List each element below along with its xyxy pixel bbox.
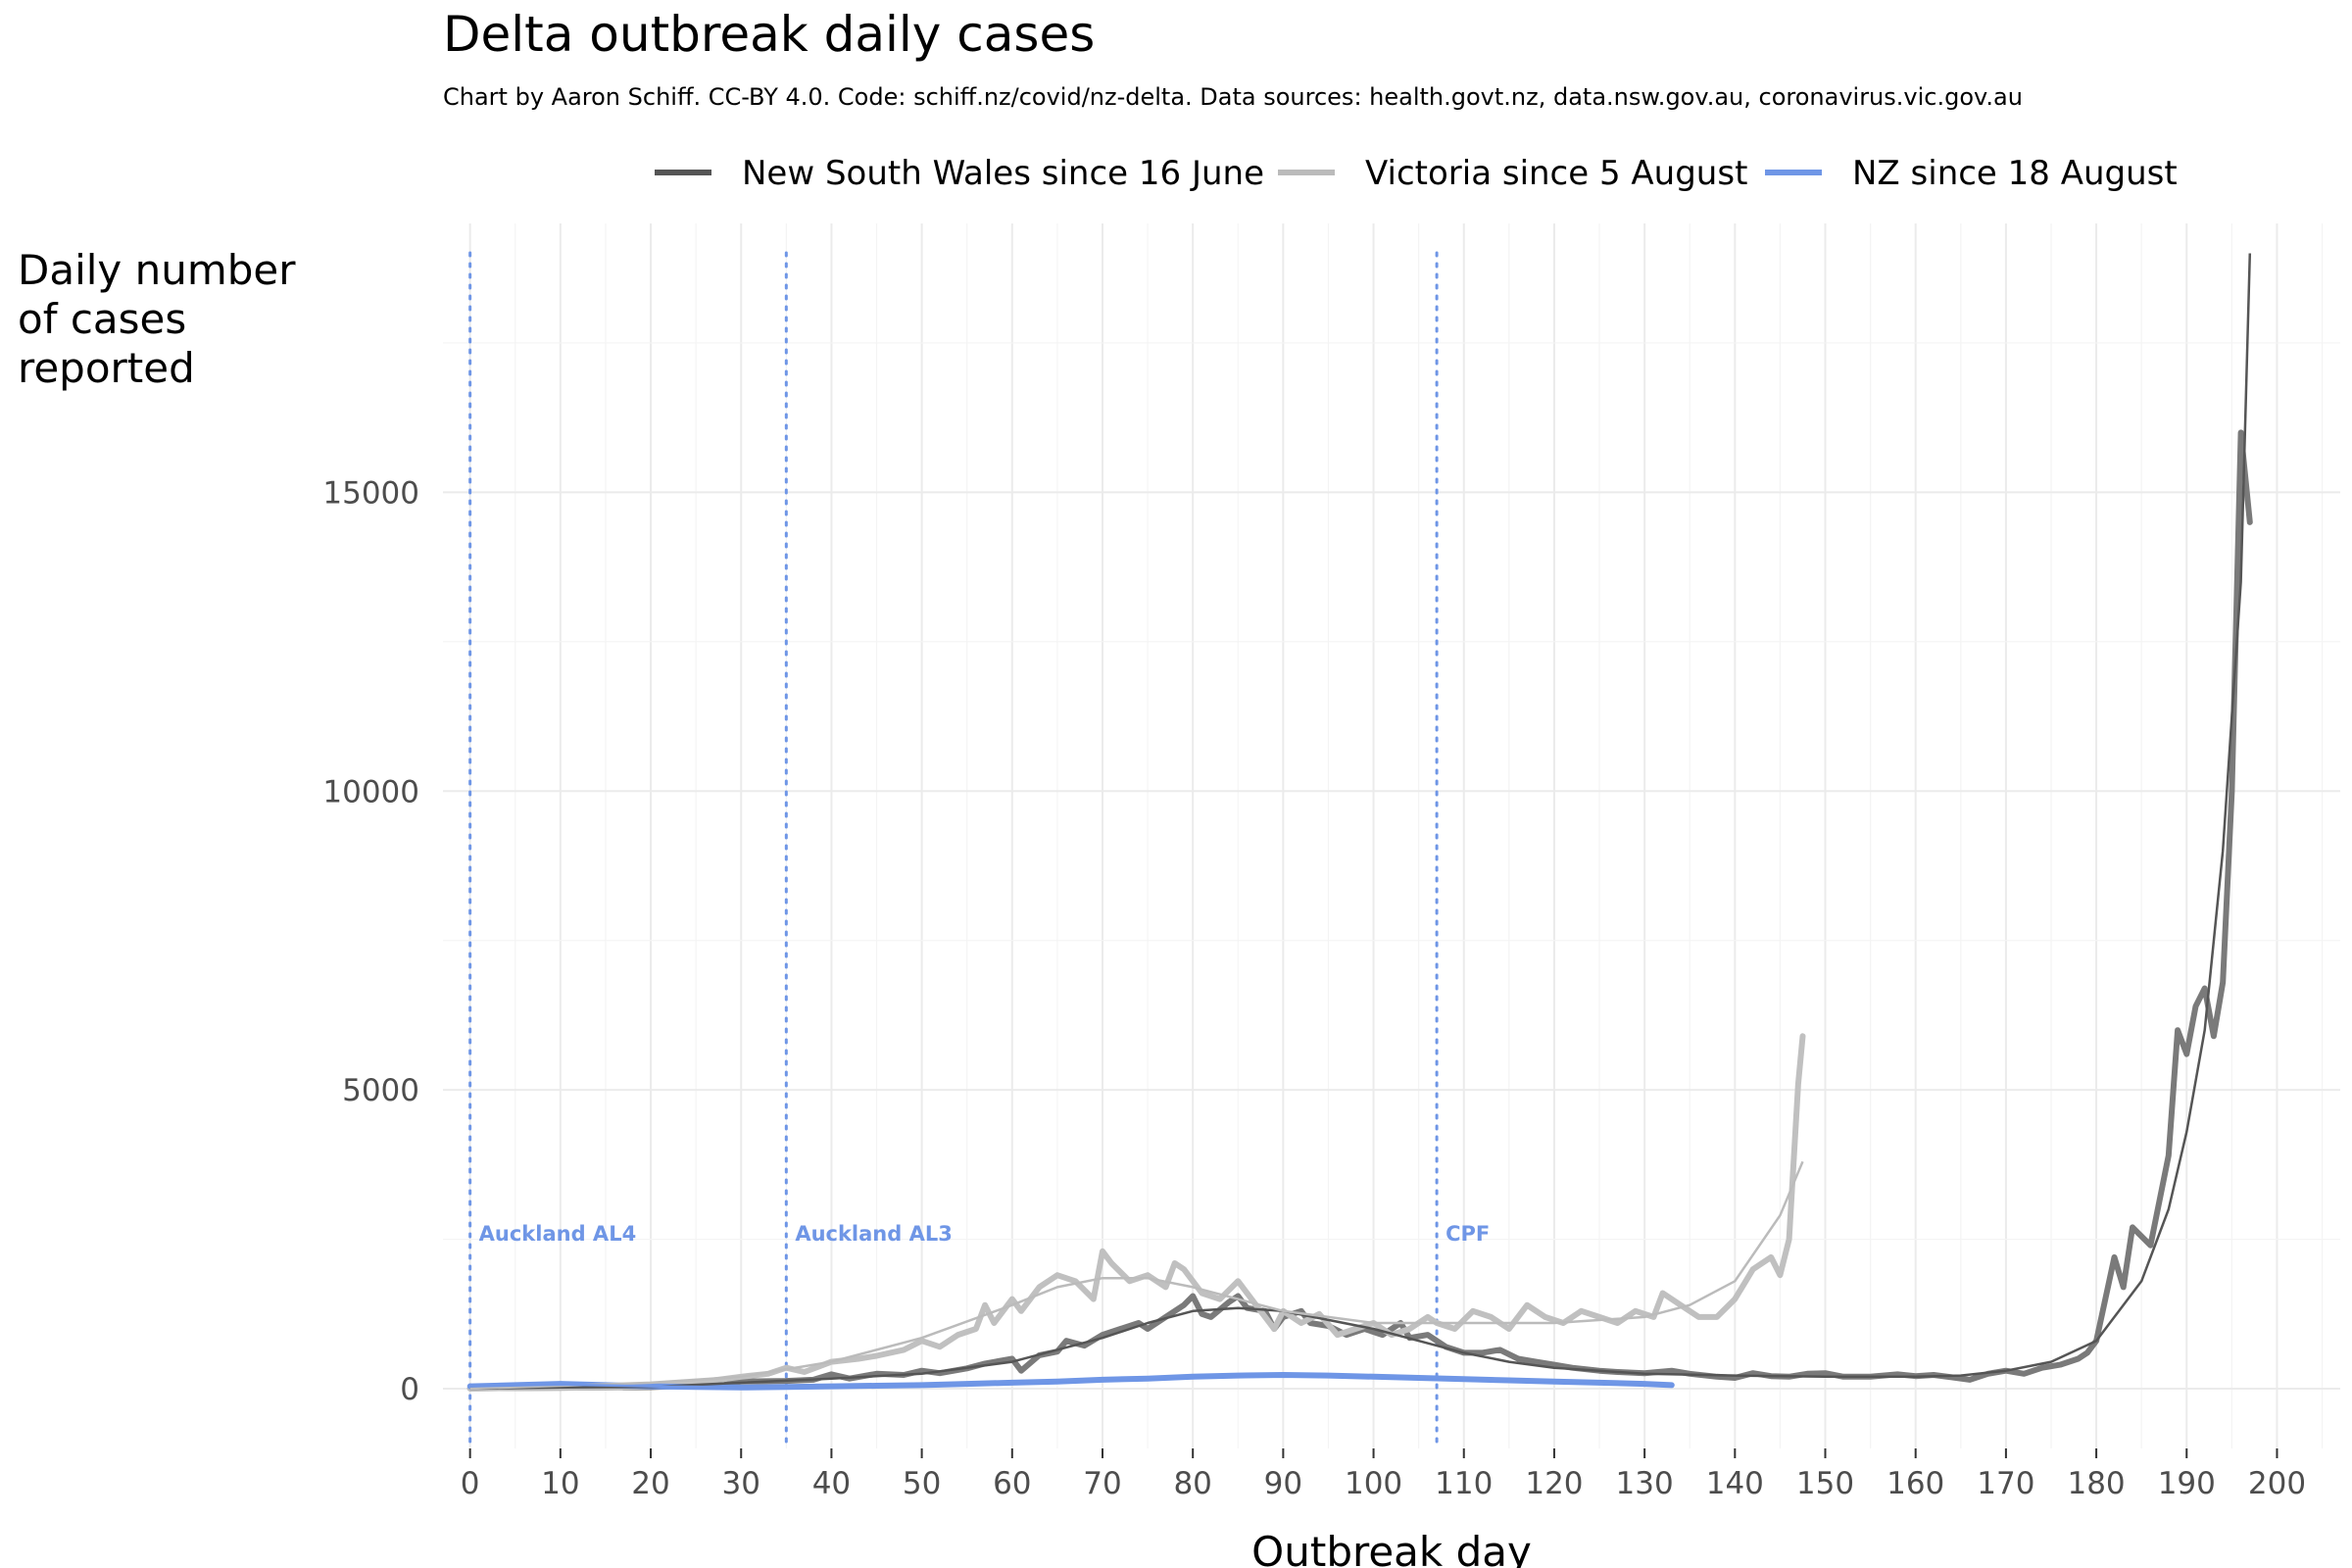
x-tick-label-160: 160 (1886, 1466, 1944, 1501)
x-tick-label-190: 190 (2158, 1466, 2216, 1501)
x-tick-label-80: 80 (1173, 1466, 1211, 1501)
annotation-label-0: Auckland AL4 (479, 1222, 637, 1246)
y-axis-ticks: 0 5000 10000 15000 (322, 475, 419, 1407)
legend-label-2: NZ since 18 August (1852, 154, 2178, 193)
series-0-daily-line (466, 429, 2253, 1392)
x-tick-label-150: 150 (1796, 1466, 1854, 1501)
x-tick-label-140: 140 (1706, 1466, 1764, 1501)
y-tick-label-5000: 5000 (342, 1073, 419, 1108)
x-tick-label-0: 0 (461, 1466, 480, 1501)
y-tick-label-10000: 10000 (322, 774, 419, 809)
y-axis-label-line-2: of cases (18, 295, 186, 343)
x-tick-label-170: 170 (1977, 1466, 2034, 1501)
x-tick-label-90: 90 (1264, 1466, 1302, 1501)
annotations: Auckland AL4 Auckland AL3 CPF (468, 251, 1490, 1450)
x-tick-label-60: 60 (993, 1466, 1031, 1501)
x-axis-ticks: 0 10 20 30 40 50 60 70 80 90 100 110 120 130 140 150 160… (461, 1448, 2306, 1501)
x-tick-label-40: 40 (812, 1466, 851, 1501)
x-tick-label-200: 200 (2248, 1466, 2306, 1501)
x-tick-label-180: 180 (2067, 1466, 2125, 1501)
x-axis-label: Outbreak day (1251, 1528, 1532, 1568)
series-1-trend-line (469, 1160, 1804, 1391)
y-axis-label-line-3: reported (18, 344, 195, 392)
series-0-trend-line (469, 253, 2252, 1391)
x-tick-label-30: 30 (722, 1466, 760, 1501)
series-lines (466, 253, 2253, 1392)
y-axis-label-line-1: Daily number (18, 246, 296, 294)
gridlines (443, 223, 2340, 1448)
y-tick-label-0: 0 (400, 1372, 419, 1407)
legend-label-0: New South Wales since 16 June (742, 154, 1264, 193)
x-tick-label-20: 20 (631, 1466, 669, 1501)
chart-subtitle: Chart by Aaron Schiff. CC-BY 4.0. Code: … (443, 83, 2023, 111)
legend: New South Wales since 16 June Victoria si… (655, 154, 2178, 193)
x-tick-label-10: 10 (541, 1466, 579, 1501)
x-tick-label-50: 50 (903, 1466, 941, 1501)
x-tick-label-130: 130 (1616, 1466, 1674, 1501)
legend-label-1: Victoria since 5 August (1365, 154, 1747, 193)
x-tick-label-120: 120 (1525, 1466, 1583, 1501)
chart-title: Delta outbreak daily cases (443, 6, 1095, 63)
x-tick-label-100: 100 (1345, 1466, 1402, 1501)
series-2-trend-line (469, 1374, 1672, 1389)
annotation-label-1: Auckland AL3 (795, 1222, 953, 1246)
y-tick-label-15000: 15000 (322, 475, 419, 511)
x-tick-label-110: 110 (1435, 1466, 1493, 1501)
annotation-label-2: CPF (1446, 1222, 1490, 1246)
x-tick-label-70: 70 (1083, 1466, 1121, 1501)
series-1-daily-line (466, 1033, 1806, 1392)
